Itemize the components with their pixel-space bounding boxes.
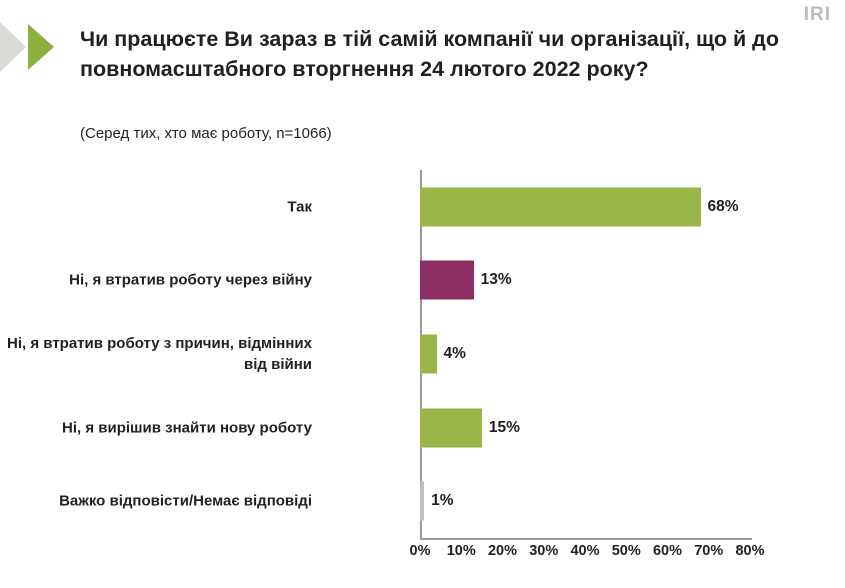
bar bbox=[420, 187, 701, 227]
bar-value-label: 68% bbox=[707, 197, 739, 215]
x-tick-label: 70% bbox=[694, 543, 724, 559]
x-tick-label: 30% bbox=[529, 543, 559, 559]
x-axis-ticks: 0% 10% 20% 30% 40% 50% 60% 70% 80% bbox=[410, 543, 765, 567]
iri-watermark: IRI bbox=[803, 4, 831, 25]
chart-row: Важко відповісти/Немає відповіді 1% bbox=[59, 464, 750, 538]
chart-row: Ні, я втратив роботу з причин, відмінних… bbox=[7, 317, 750, 391]
bar-value-label: 13% bbox=[480, 271, 512, 289]
x-axis-line bbox=[420, 538, 752, 540]
x-tick-label: 0% bbox=[409, 543, 431, 559]
x-tick-label: 80% bbox=[735, 543, 765, 559]
chart-row: Ні, я вирішив знайти нову роботу 15% bbox=[62, 391, 750, 465]
bar bbox=[420, 408, 482, 448]
green-wedge-icon bbox=[28, 24, 54, 70]
bar-value-label: 1% bbox=[431, 492, 454, 510]
grey-wedge-icon bbox=[0, 22, 26, 72]
bar bbox=[420, 481, 425, 521]
category-label: Ні, я втратив роботу через війну bbox=[69, 271, 312, 289]
x-tick-label: 40% bbox=[570, 543, 600, 559]
x-tick-label: 10% bbox=[446, 543, 476, 559]
bar-chart: Так 68% Ні, я втратив роботу через війну 13… bbox=[0, 160, 845, 570]
category-label: Ні, я втратив роботу з причин, відмінних… bbox=[7, 334, 312, 373]
category-label: Так bbox=[287, 198, 312, 216]
chart-row: Ні, я втратив роботу через війну 13% bbox=[69, 244, 750, 318]
bar bbox=[420, 334, 437, 374]
page-subtitle: (Серед тих, хто має роботу, n=1066) bbox=[80, 125, 332, 142]
arrow-logo-icon bbox=[0, 22, 66, 72]
x-tick-label: 60% bbox=[652, 543, 683, 559]
x-tick-label: 50% bbox=[611, 543, 641, 559]
bar-value-label: 4% bbox=[443, 344, 466, 362]
page-title: Чи працюєте Ви зараз в тій самій компані… bbox=[80, 27, 779, 81]
category-label: Важко відповісти/Немає відповіді bbox=[59, 492, 312, 510]
bar bbox=[420, 260, 474, 300]
bar-value-label: 15% bbox=[488, 418, 520, 436]
x-tick-label: 20% bbox=[487, 543, 518, 559]
chart-row: Так 68% bbox=[287, 170, 750, 244]
bottom-strip bbox=[0, 580, 845, 588]
plot-area: Так 68% Ні, я втратив роботу через війну 13… bbox=[7, 170, 750, 538]
category-label: Ні, я вирішив знайти нову роботу bbox=[62, 419, 312, 437]
